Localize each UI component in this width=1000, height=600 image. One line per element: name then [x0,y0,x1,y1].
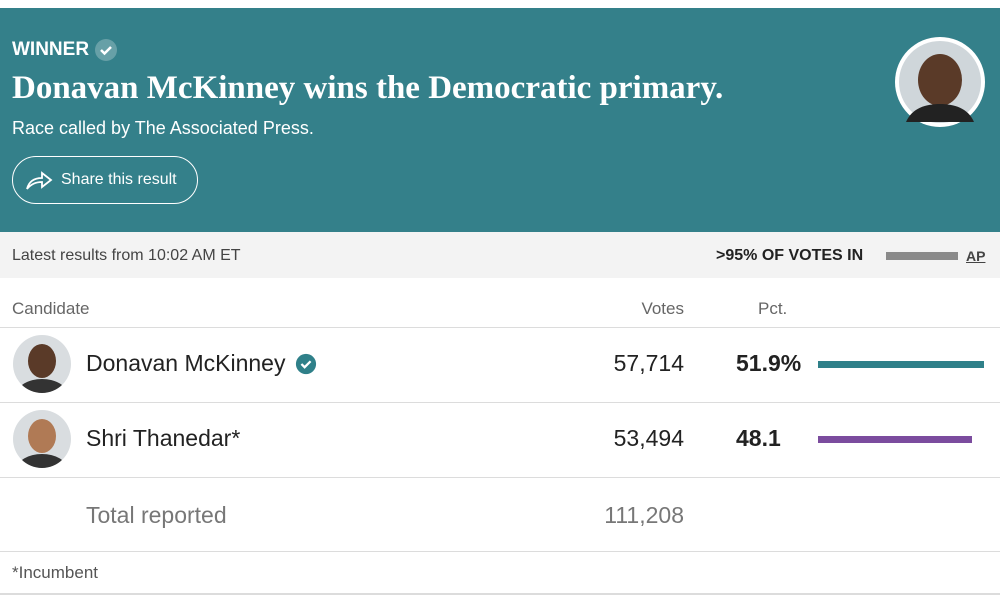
status-bar: Latest results from 10:02 AM ET >95% OF … [0,232,1000,278]
share-label: Share this result [61,171,177,188]
pct-bar [818,436,972,443]
pct: 51.9% [736,350,802,376]
winner-label: WINNER [12,39,90,61]
candidate-photo [13,335,71,393]
winner-photo [895,37,985,127]
divider [0,551,1000,552]
share-icon [26,171,53,190]
candidate-name: Shri Thanedar* [86,425,241,451]
column-header: Pct. [758,299,788,318]
winner-check [295,353,317,375]
face [28,419,56,453]
candidate-name: Donavan McKinney [86,350,286,376]
pct-bar [818,361,985,368]
total-label: Total reported [86,502,227,528]
candidate-photo [13,410,71,468]
share-button[interactable]: Share this result [12,156,198,204]
divider [0,593,1000,595]
divider [0,402,1000,403]
shoulders [17,379,67,393]
face [28,344,56,378]
total-votes: 111,208 [604,502,684,528]
updated-time: Latest results from 10:02 AM ET [12,247,241,264]
column-header: Votes [641,299,684,318]
check-icon [95,39,118,61]
reporting-bar [886,252,958,260]
winner-banner: WINNER Donavan McKinney wins the Democra… [0,8,1000,232]
reporting: >95% OF VOTES IN [716,247,864,264]
votes: 53,494 [613,425,684,451]
source[interactable]: AP [966,248,986,264]
column-header: Candidate [12,299,90,318]
headline: Donavan McKinney wins the Democratic pri… [12,70,724,106]
footnote: *Incumbent [12,563,98,582]
divider [0,327,1000,328]
votes: 57,714 [613,350,684,376]
subtitle: Race called by The Associated Press. [12,118,314,138]
pct: 48.1 [736,425,781,451]
divider [0,477,1000,478]
shoulders [17,454,67,468]
winner-row: WINNER [12,38,118,62]
